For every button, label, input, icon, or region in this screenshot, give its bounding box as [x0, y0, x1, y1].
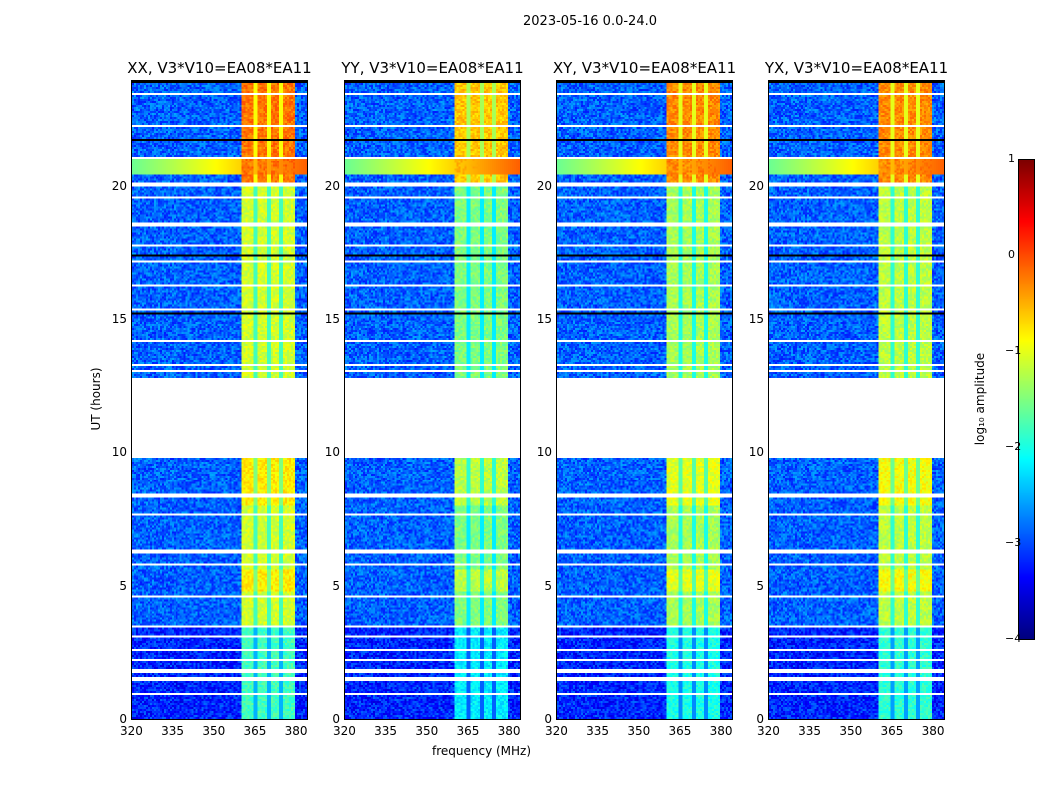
- x-tick-label: 335: [586, 724, 610, 738]
- x-tick-label: 320: [120, 724, 143, 738]
- y-tick-label: 15: [536, 312, 552, 326]
- y-tick-label: 20: [536, 178, 552, 193]
- y-tick-label: 0: [756, 712, 764, 726]
- x-tick-label: 365: [668, 724, 692, 738]
- x-tick-label: 380: [497, 724, 521, 738]
- panel-title: XX, V3*V10=EA08*EA11: [127, 59, 312, 77]
- x-tick-label: 365: [456, 724, 480, 738]
- x-tick-label: 365: [243, 724, 267, 738]
- colorbar-tick-label: −1: [1005, 344, 1022, 357]
- x-tick-label: 350: [839, 724, 863, 738]
- colorbar: [1018, 159, 1035, 640]
- y-tick-label: 5: [756, 578, 764, 593]
- x-tick-label: 350: [202, 724, 226, 738]
- heatmap-panel-0: [131, 80, 308, 720]
- panel-title: YX, V3*V10=EA08*EA11: [764, 59, 949, 77]
- y-tick-label: 20: [324, 178, 340, 193]
- colorbar-tick-label: −2: [1005, 440, 1022, 453]
- colorbar-tick-label: 0: [1008, 248, 1015, 261]
- x-tick-label: 380: [709, 724, 733, 738]
- x-tick-label: 380: [921, 724, 945, 738]
- figure-title: 2023-05-16 0.0-24.0: [523, 14, 657, 29]
- y-tick-label: 5: [332, 578, 340, 593]
- heatmap-panel-1: [344, 80, 521, 720]
- colorbar-tick-label: −3: [1005, 536, 1022, 549]
- y-tick-label: 10: [324, 445, 340, 460]
- heatmap-cells: [557, 81, 732, 719]
- heatmap-cells: [769, 81, 944, 719]
- x-tick-label: 380: [284, 724, 308, 738]
- x-tick-label: 320: [757, 724, 780, 738]
- y-tick-label: 0: [544, 712, 552, 726]
- panel-title: YY, V3*V10=EA08*EA11: [341, 59, 524, 77]
- x-tick-label: 320: [545, 724, 568, 738]
- y-tick-label: 20: [748, 178, 764, 193]
- x-tick-label: 350: [415, 724, 439, 738]
- y-tick-label: 15: [748, 312, 764, 326]
- x-tick-label: 350: [627, 724, 651, 738]
- x-tick-label: 365: [880, 724, 904, 738]
- y-tick-label: 5: [119, 578, 127, 593]
- y-tick-label: 20: [111, 178, 127, 193]
- x-tick-label: 335: [798, 724, 822, 738]
- x-axis-label: frequency (MHz): [432, 744, 532, 758]
- colorbar-tick-label: 1: [1008, 152, 1015, 165]
- y-tick-label: 10: [536, 445, 552, 460]
- y-axis-label: UT (hours): [89, 367, 103, 431]
- heatmap-cells: [345, 81, 520, 719]
- y-tick-label: 5: [544, 578, 552, 593]
- y-tick-label: 0: [119, 712, 127, 726]
- heatmap-cells: [132, 81, 307, 719]
- panel-title: XY, V3*V10=EA08*EA11: [552, 59, 737, 77]
- y-tick-label: 15: [111, 312, 127, 326]
- x-tick-label: 320: [333, 724, 356, 738]
- y-tick-label: 10: [748, 445, 764, 460]
- heatmap-panel-3: [768, 80, 945, 720]
- y-tick-label: 10: [111, 445, 127, 460]
- y-tick-label: 15: [324, 312, 340, 326]
- colorbar-label: log₁₀ amplitude: [973, 352, 987, 446]
- colorbar-tick-label: −4: [1005, 632, 1022, 645]
- heatmap-panel-2: [556, 80, 733, 720]
- x-tick-label: 335: [161, 724, 185, 738]
- x-tick-label: 335: [374, 724, 398, 738]
- y-tick-label: 0: [332, 712, 340, 726]
